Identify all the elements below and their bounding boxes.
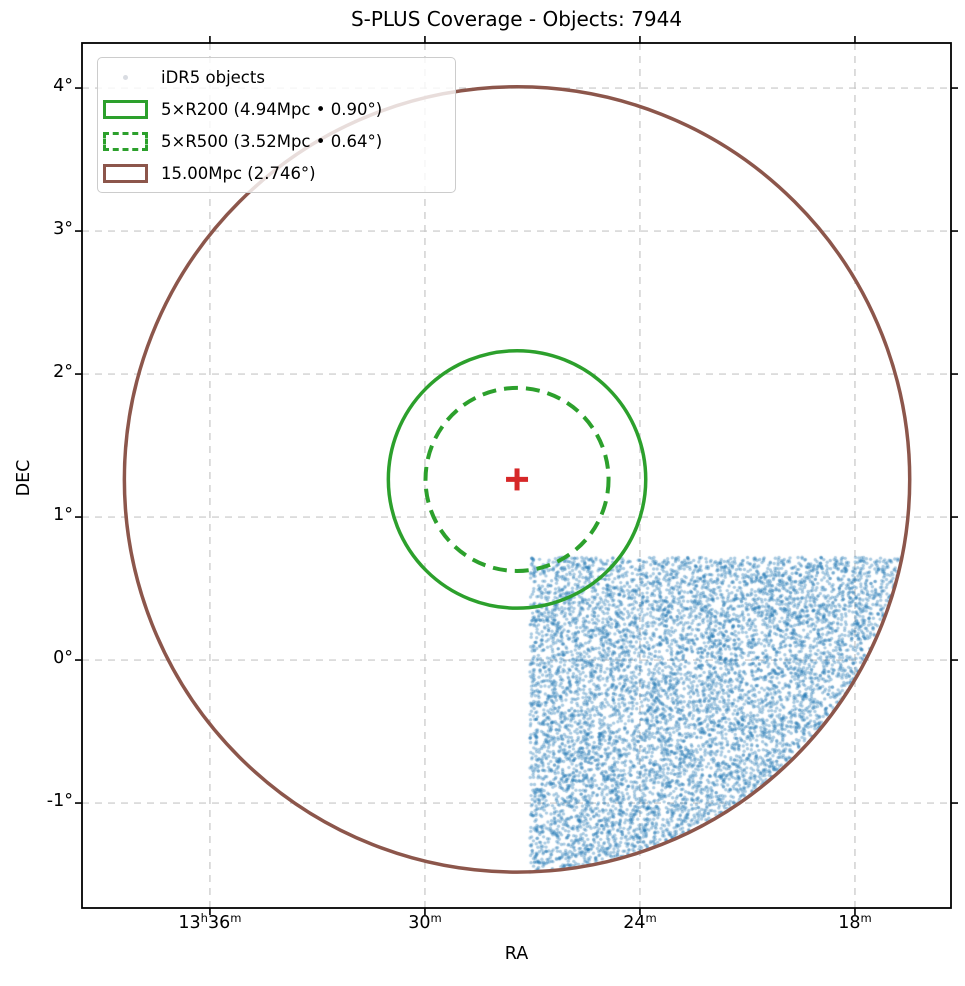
legend-item-idr5-objects: iDR5 objects [103, 61, 447, 93]
y-tick-label: 0° [53, 648, 73, 669]
x-axis-label: RA [504, 944, 529, 964]
legend-item-15mpc: 15.00Mpc (2.746°) [103, 157, 447, 189]
green-solid-swatch [103, 99, 148, 119]
legend-item-5xr200: 5×R200 (4.94Mpc • 0.90°) [103, 93, 447, 125]
legend-box: iDR5 objects 5×R200 (4.94Mpc • 0.90°) 5×… [97, 57, 456, 193]
scatter-dot-swatch [103, 74, 148, 80]
chart-title: S-PLUS Coverage - Objects: 7944 [350, 7, 683, 31]
legend-item-5xr500: 5×R500 (3.52Mpc • 0.64°) [103, 125, 447, 157]
y-tick-label: -1° [46, 791, 73, 812]
plot-frame [81, 42, 952, 909]
y-axis-label: DEC [14, 459, 34, 497]
y-tick-label: 4° [53, 76, 73, 97]
brown-solid-swatch [103, 163, 148, 183]
x-tick-label: 24m [623, 911, 657, 933]
circle-5xr200 [386, 348, 648, 610]
green-dashed-swatch [103, 131, 148, 151]
legend-item-label: 5×R500 (3.52Mpc • 0.64°) [161, 131, 383, 151]
y-tick-label: 2° [53, 362, 73, 383]
y-tick-label: 3° [53, 219, 73, 240]
x-tick-label: 18m [838, 911, 872, 933]
y-tick-label: 1° [53, 505, 73, 526]
circle-5xr500 [423, 385, 611, 573]
x-tick-label: 30m [408, 911, 442, 933]
circle-15mpc [122, 85, 912, 874]
legend-item-label: 15.00Mpc (2.746°) [161, 163, 316, 183]
legend-item-label: 5×R200 (4.94Mpc • 0.90°) [161, 99, 383, 119]
legend-item-label: iDR5 objects [161, 67, 265, 87]
x-tick-label: 13h36m [178, 911, 242, 933]
